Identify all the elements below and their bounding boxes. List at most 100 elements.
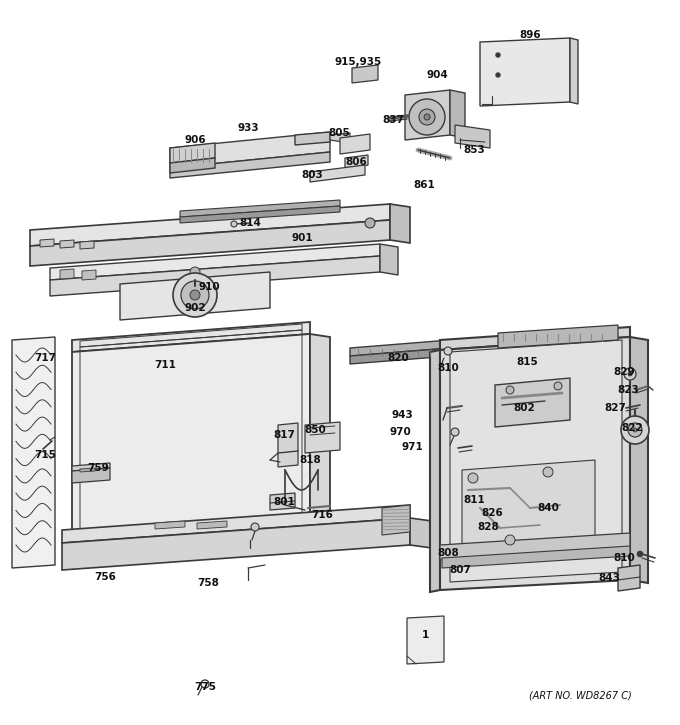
- Polygon shape: [12, 337, 55, 568]
- Polygon shape: [30, 204, 390, 246]
- Text: 807: 807: [449, 565, 471, 575]
- Text: 829: 829: [613, 367, 635, 377]
- Polygon shape: [170, 158, 215, 173]
- Text: 861: 861: [413, 180, 435, 190]
- Text: 850: 850: [304, 425, 326, 435]
- Text: 837: 837: [382, 115, 404, 125]
- Circle shape: [468, 473, 478, 483]
- Circle shape: [637, 551, 643, 557]
- Text: 820: 820: [387, 353, 409, 363]
- Text: 906: 906: [184, 135, 206, 145]
- Text: 826: 826: [481, 508, 503, 518]
- Text: 817: 817: [273, 430, 295, 440]
- Polygon shape: [618, 565, 640, 591]
- Text: 711: 711: [154, 360, 176, 370]
- Polygon shape: [570, 38, 578, 104]
- Polygon shape: [330, 133, 350, 143]
- Polygon shape: [495, 378, 570, 427]
- Text: 853: 853: [463, 145, 485, 155]
- Text: 843: 843: [598, 573, 620, 583]
- Text: 904: 904: [426, 70, 448, 80]
- Polygon shape: [462, 460, 595, 558]
- Text: 943: 943: [391, 410, 413, 420]
- Circle shape: [365, 218, 375, 228]
- Text: 802: 802: [513, 403, 535, 413]
- Polygon shape: [340, 134, 370, 154]
- Text: 715: 715: [34, 450, 56, 460]
- Polygon shape: [310, 334, 330, 550]
- Text: 915,935: 915,935: [335, 57, 381, 67]
- Circle shape: [424, 114, 430, 120]
- Polygon shape: [50, 256, 380, 296]
- Polygon shape: [30, 220, 390, 266]
- Text: 910: 910: [198, 282, 220, 292]
- Polygon shape: [380, 244, 398, 275]
- Polygon shape: [440, 337, 630, 590]
- Text: 1: 1: [422, 630, 428, 640]
- Polygon shape: [155, 521, 185, 529]
- Text: 810: 810: [613, 553, 635, 563]
- Polygon shape: [60, 240, 74, 248]
- Text: 815: 815: [516, 357, 538, 367]
- Polygon shape: [72, 463, 110, 471]
- Polygon shape: [62, 518, 410, 570]
- Polygon shape: [440, 327, 630, 350]
- Circle shape: [628, 423, 642, 437]
- Text: 823: 823: [617, 385, 639, 395]
- Circle shape: [496, 53, 500, 57]
- Circle shape: [505, 535, 515, 545]
- Polygon shape: [62, 505, 410, 543]
- Polygon shape: [405, 90, 450, 140]
- Polygon shape: [480, 38, 570, 106]
- Text: 828: 828: [477, 522, 499, 532]
- Polygon shape: [350, 348, 450, 364]
- Text: 759: 759: [87, 463, 109, 473]
- Polygon shape: [295, 132, 330, 145]
- Circle shape: [624, 368, 636, 380]
- Circle shape: [621, 416, 649, 444]
- Polygon shape: [270, 493, 295, 510]
- Polygon shape: [40, 239, 54, 247]
- Text: (ART NO. WD8267 C): (ART NO. WD8267 C): [528, 690, 631, 700]
- Circle shape: [543, 467, 553, 477]
- Circle shape: [496, 73, 500, 77]
- Text: 810: 810: [437, 363, 459, 373]
- Circle shape: [419, 109, 435, 125]
- Polygon shape: [450, 340, 622, 582]
- Circle shape: [506, 386, 514, 394]
- Polygon shape: [80, 241, 94, 249]
- Circle shape: [451, 428, 459, 436]
- Polygon shape: [455, 125, 490, 148]
- Polygon shape: [430, 350, 440, 592]
- Circle shape: [251, 523, 259, 531]
- Circle shape: [409, 99, 445, 135]
- Text: 806: 806: [345, 157, 367, 167]
- Circle shape: [190, 290, 200, 300]
- Circle shape: [231, 221, 237, 227]
- Circle shape: [444, 347, 452, 355]
- Text: 902: 902: [184, 303, 206, 313]
- Text: 801: 801: [273, 497, 295, 507]
- Polygon shape: [442, 546, 630, 568]
- Polygon shape: [440, 533, 630, 560]
- Polygon shape: [345, 155, 368, 168]
- Polygon shape: [382, 505, 410, 535]
- Polygon shape: [630, 337, 648, 583]
- Text: 814: 814: [239, 218, 261, 228]
- Polygon shape: [72, 322, 310, 352]
- Text: 971: 971: [401, 442, 423, 452]
- Text: 803: 803: [301, 170, 323, 180]
- Polygon shape: [180, 206, 340, 223]
- Text: 901: 901: [291, 233, 313, 243]
- Polygon shape: [170, 152, 330, 178]
- Polygon shape: [407, 616, 444, 664]
- Polygon shape: [350, 340, 450, 356]
- Circle shape: [628, 372, 632, 376]
- Text: 970: 970: [389, 427, 411, 437]
- Text: 840: 840: [537, 503, 559, 513]
- Circle shape: [633, 428, 637, 432]
- Polygon shape: [170, 143, 215, 163]
- Text: 716: 716: [311, 510, 333, 520]
- Text: 717: 717: [34, 353, 56, 363]
- Text: 896: 896: [520, 30, 541, 40]
